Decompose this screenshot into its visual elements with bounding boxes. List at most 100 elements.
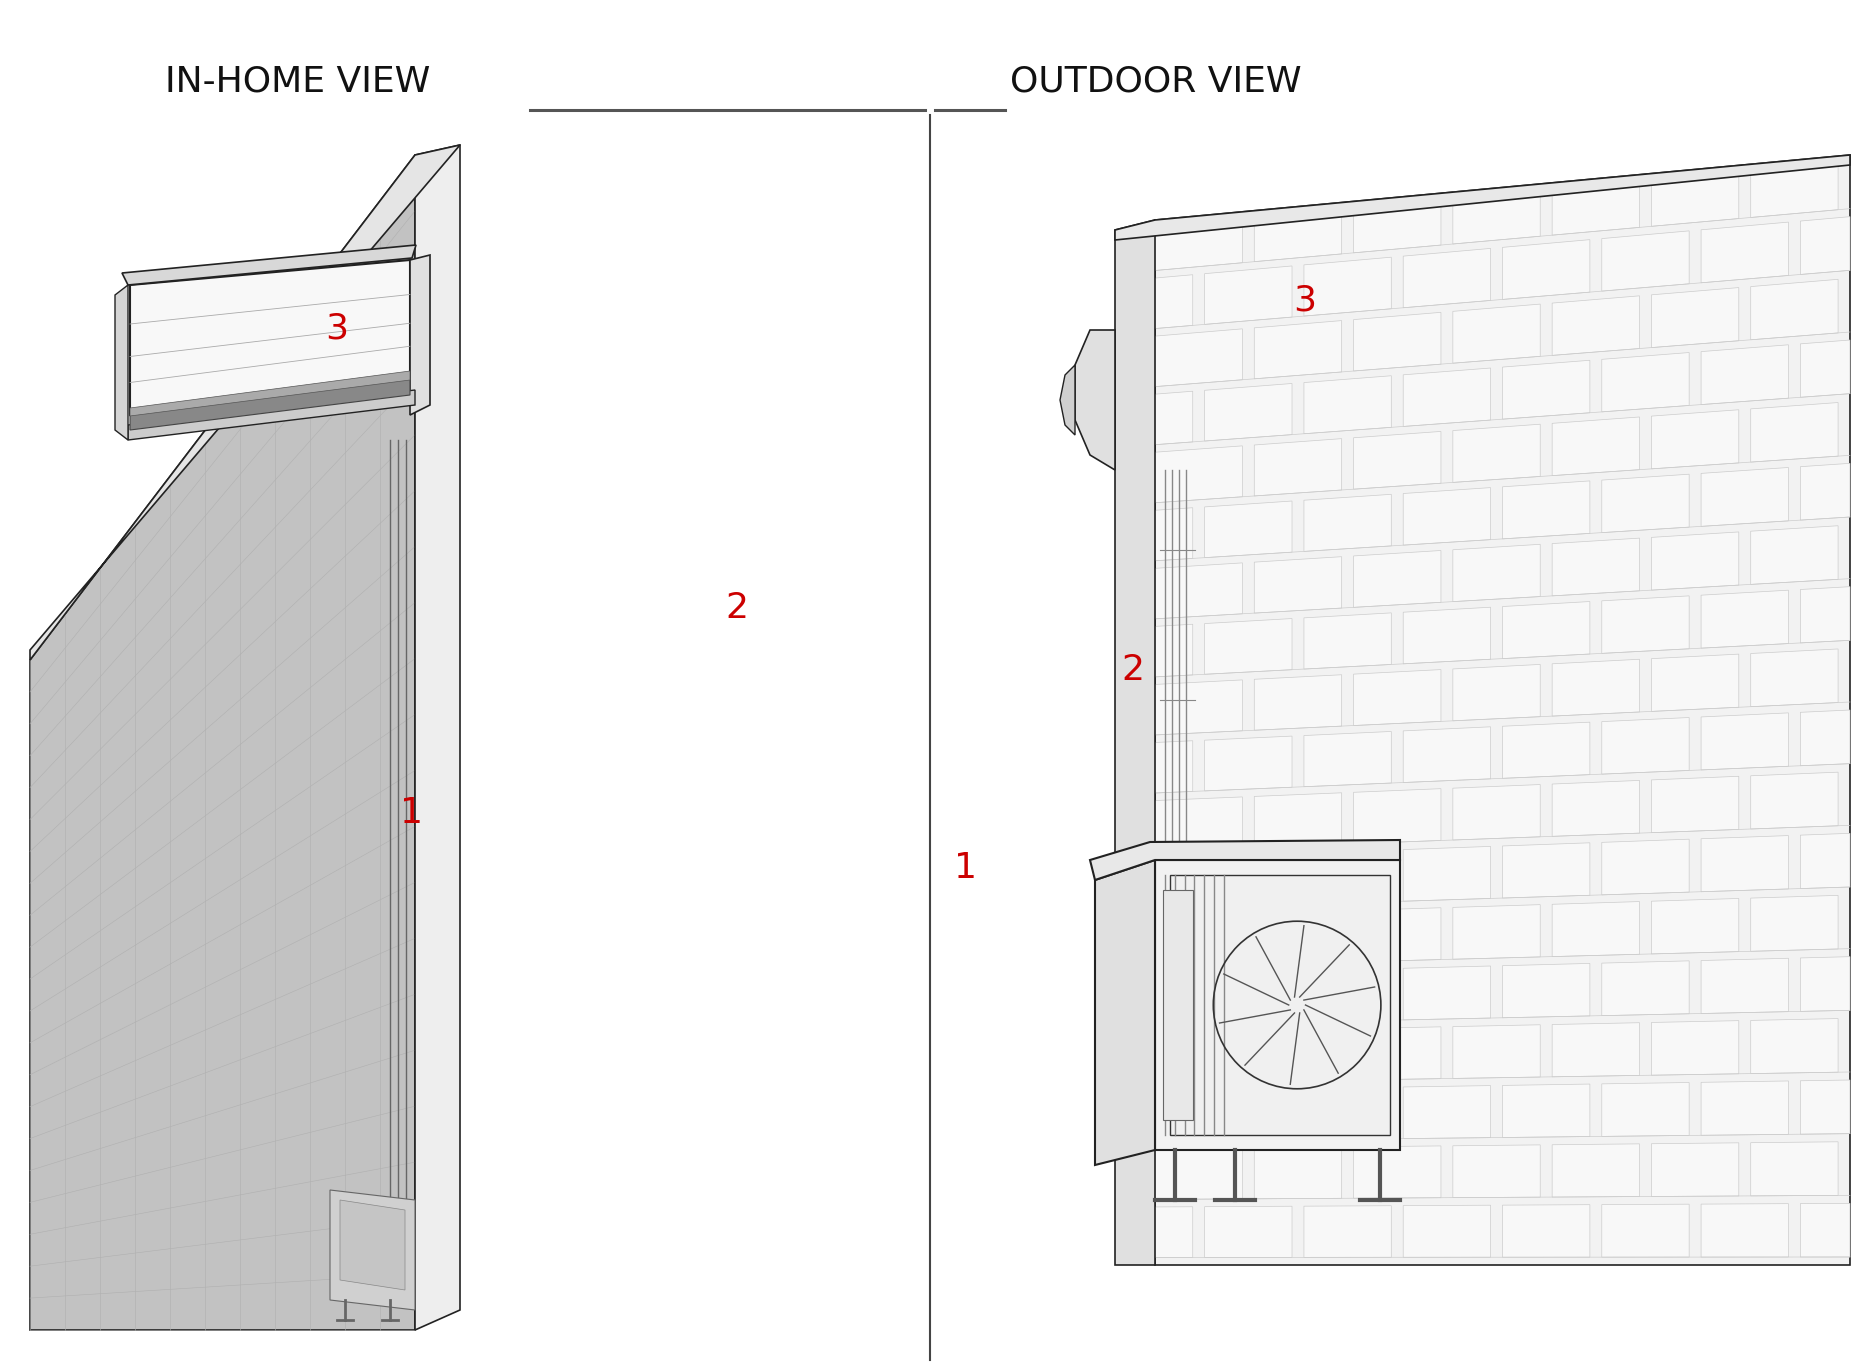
- Polygon shape: [1601, 839, 1689, 895]
- Polygon shape: [1402, 727, 1490, 782]
- Polygon shape: [1155, 507, 1192, 560]
- Polygon shape: [1075, 329, 1114, 470]
- Polygon shape: [1453, 1146, 1540, 1197]
- Polygon shape: [1800, 340, 1851, 398]
- Polygon shape: [1601, 1204, 1689, 1258]
- Polygon shape: [1155, 797, 1242, 852]
- Polygon shape: [1601, 231, 1689, 291]
- Polygon shape: [1354, 1027, 1442, 1080]
- Polygon shape: [1354, 193, 1442, 253]
- Polygon shape: [1304, 850, 1391, 905]
- Polygon shape: [1503, 1084, 1590, 1137]
- Polygon shape: [1800, 216, 1851, 275]
- Polygon shape: [1702, 958, 1789, 1013]
- Text: 2: 2: [725, 592, 748, 625]
- Polygon shape: [1750, 526, 1838, 584]
- Polygon shape: [1354, 670, 1442, 726]
- Polygon shape: [1453, 185, 1540, 243]
- Polygon shape: [1304, 1087, 1391, 1140]
- Polygon shape: [1601, 718, 1689, 774]
- Polygon shape: [1205, 267, 1293, 324]
- Polygon shape: [1551, 295, 1639, 355]
- Polygon shape: [1750, 649, 1838, 707]
- Polygon shape: [1601, 1083, 1689, 1136]
- Polygon shape: [1551, 902, 1639, 957]
- Polygon shape: [1702, 221, 1789, 283]
- Polygon shape: [30, 154, 415, 1330]
- Text: 3: 3: [326, 312, 348, 344]
- Polygon shape: [1503, 964, 1590, 1018]
- Polygon shape: [1254, 202, 1341, 261]
- Polygon shape: [1155, 625, 1192, 677]
- Polygon shape: [1402, 488, 1490, 545]
- Polygon shape: [1750, 772, 1838, 828]
- Polygon shape: [1254, 1147, 1341, 1199]
- Polygon shape: [1155, 391, 1192, 444]
- Polygon shape: [123, 245, 417, 284]
- Polygon shape: [1503, 722, 1590, 778]
- Text: IN-HOME VIEW: IN-HOME VIEW: [166, 64, 430, 98]
- Polygon shape: [1750, 1141, 1838, 1196]
- Polygon shape: [1551, 1144, 1639, 1197]
- Polygon shape: [1702, 344, 1789, 405]
- Polygon shape: [1453, 303, 1540, 364]
- Text: 2: 2: [1122, 653, 1144, 686]
- Polygon shape: [1205, 384, 1293, 442]
- Polygon shape: [1155, 275, 1192, 328]
- Polygon shape: [1551, 1023, 1639, 1077]
- Polygon shape: [1155, 860, 1401, 1150]
- Polygon shape: [130, 370, 409, 416]
- Polygon shape: [1652, 532, 1739, 591]
- Polygon shape: [1205, 1206, 1293, 1258]
- Polygon shape: [1205, 502, 1293, 558]
- Polygon shape: [1453, 905, 1540, 960]
- Polygon shape: [130, 379, 409, 431]
- Polygon shape: [1090, 839, 1401, 880]
- Polygon shape: [1402, 1206, 1490, 1258]
- Polygon shape: [1155, 1031, 1242, 1083]
- Polygon shape: [1205, 735, 1293, 791]
- Polygon shape: [1114, 154, 1851, 241]
- Polygon shape: [1155, 1207, 1192, 1258]
- Polygon shape: [1162, 890, 1192, 1120]
- Polygon shape: [1155, 915, 1242, 968]
- Polygon shape: [1453, 785, 1540, 841]
- Polygon shape: [1652, 655, 1739, 711]
- Polygon shape: [1354, 908, 1442, 962]
- Polygon shape: [1304, 376, 1391, 433]
- Polygon shape: [1254, 675, 1341, 730]
- Text: OUTDOOR VIEW: OUTDOOR VIEW: [1010, 64, 1302, 98]
- Polygon shape: [1652, 898, 1739, 954]
- Polygon shape: [1155, 1148, 1242, 1199]
- Polygon shape: [1453, 1025, 1540, 1079]
- Polygon shape: [1800, 834, 1851, 889]
- Polygon shape: [1402, 249, 1490, 308]
- Polygon shape: [1551, 659, 1639, 716]
- Polygon shape: [1800, 586, 1851, 642]
- Polygon shape: [1800, 463, 1851, 519]
- Polygon shape: [1601, 474, 1689, 533]
- Polygon shape: [1652, 1143, 1739, 1196]
- Polygon shape: [1551, 175, 1639, 235]
- Polygon shape: [1503, 239, 1590, 299]
- Polygon shape: [1155, 446, 1242, 503]
- Polygon shape: [1503, 1204, 1590, 1258]
- Polygon shape: [1601, 596, 1689, 653]
- Polygon shape: [1702, 591, 1789, 648]
- Polygon shape: [1354, 432, 1442, 489]
- Polygon shape: [1254, 910, 1341, 965]
- Polygon shape: [1304, 257, 1391, 316]
- Polygon shape: [1652, 776, 1739, 833]
- Polygon shape: [1652, 1021, 1739, 1076]
- Polygon shape: [1702, 835, 1789, 891]
- Polygon shape: [1155, 212, 1242, 271]
- Polygon shape: [1652, 165, 1739, 227]
- Text: 1: 1: [954, 852, 977, 884]
- Polygon shape: [1453, 664, 1540, 720]
- Polygon shape: [1205, 971, 1293, 1024]
- Text: 1: 1: [400, 797, 422, 830]
- Polygon shape: [409, 256, 430, 416]
- Polygon shape: [1750, 402, 1838, 462]
- Polygon shape: [415, 145, 459, 1330]
- Polygon shape: [1114, 220, 1155, 1264]
